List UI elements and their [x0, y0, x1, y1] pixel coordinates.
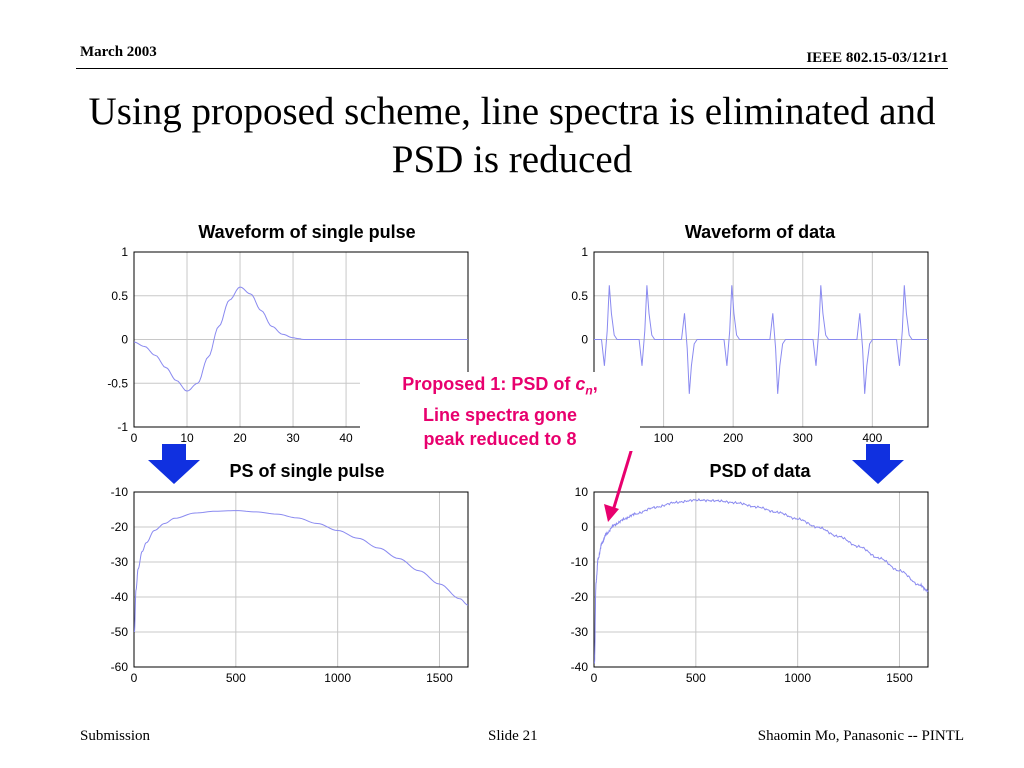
- y-tick-label: -20: [571, 590, 589, 604]
- y-tick-label: -10: [111, 485, 129, 499]
- y-tick-label: -20: [111, 520, 129, 534]
- chart-single-pulse-ps: 0 500 1000 1500 -10 -20 -30 -40 -50 -60: [111, 485, 469, 685]
- y-tick-label: 0.5: [111, 289, 128, 303]
- header-date: March 2003: [80, 44, 157, 60]
- chart-data-waveform: 100 200 300 400 1 0.5 0: [571, 245, 929, 445]
- y-tick-label: 0.5: [571, 289, 588, 303]
- x-tick-label: 20: [233, 431, 247, 445]
- x-tick-label: 10: [180, 431, 194, 445]
- down-arrow-icon-left: [148, 444, 200, 484]
- slide-title: Using proposed scheme, line spectra is e…: [88, 90, 936, 181]
- y-tick-label: -1: [117, 420, 128, 434]
- footer-submission: Submission: [80, 728, 151, 744]
- x-tick-label: 0: [131, 431, 138, 445]
- series-line: [593, 497, 929, 664]
- annotation-line-3: peak reduced to 8: [423, 428, 577, 449]
- x-tick-label: 0: [131, 671, 138, 685]
- header-divider: [76, 68, 948, 69]
- header-doc-id: IEEE 802.15-03/121r1: [806, 50, 948, 66]
- y-tick-label: -60: [111, 660, 129, 674]
- x-tick-label: 40: [339, 431, 353, 445]
- y-tick-label: 10: [575, 485, 589, 499]
- axes-frame: [133, 491, 469, 668]
- chart-title-single-pulse-waveform: Waveform of single pulse: [198, 222, 416, 242]
- chart-title-single-pulse-ps: PS of single pulse: [229, 461, 385, 481]
- y-tick-label: -50: [111, 625, 129, 639]
- x-tick-label: 0: [591, 671, 598, 685]
- variable-subscript-n: n: [585, 383, 593, 398]
- y-tick-label: -10: [571, 555, 589, 569]
- chart-title-data-waveform: Waveform of data: [684, 222, 836, 242]
- series-line: [133, 286, 468, 392]
- series-line: [133, 510, 469, 633]
- x-tick-label: 400: [862, 431, 882, 445]
- annotation-text: Proposed 1: PSD of cn, Line spectra gone…: [360, 372, 640, 451]
- y-tick-label: -0.5: [107, 376, 128, 390]
- annotation-line-1: Proposed 1: PSD of cn,: [402, 374, 598, 398]
- y-tick-label: -30: [571, 625, 589, 639]
- x-tick-label: 1500: [426, 671, 453, 685]
- x-tick-label: 500: [226, 671, 246, 685]
- x-tick-label: 200: [723, 431, 743, 445]
- x-tick-label: 30: [286, 431, 300, 445]
- chart-data-psd: 0 500 1000 1500 10 0 -10 -20 -30 -40: [571, 485, 929, 685]
- series-line: [594, 285, 928, 394]
- chart-title-data-psd: PSD of data: [709, 461, 811, 481]
- footer-slide-number: Slide 21: [488, 728, 538, 744]
- y-tick-label: 1: [121, 245, 128, 259]
- x-tick-label: 1000: [324, 671, 351, 685]
- x-tick-label: 1500: [886, 671, 913, 685]
- y-tick-label: -30: [111, 555, 129, 569]
- x-tick-label: 100: [654, 431, 674, 445]
- y-tick-label: 1: [581, 245, 588, 259]
- axes-frame: [593, 491, 929, 668]
- y-tick-label: 0: [121, 333, 128, 347]
- annotation-line-2: Line spectra gone: [422, 404, 578, 425]
- x-tick-label: 500: [686, 671, 706, 685]
- footer-author: Shaomin Mo, Panasonic -- PINTL: [757, 728, 964, 744]
- y-tick-label: -40: [111, 590, 129, 604]
- y-tick-label: -40: [571, 660, 589, 674]
- x-tick-label: 1000: [784, 671, 811, 685]
- down-arrow-icon-right: [852, 444, 904, 484]
- variable-c: c: [575, 374, 586, 394]
- y-tick-label: 0: [581, 333, 588, 347]
- x-tick-label: 300: [793, 431, 813, 445]
- y-tick-label: 0: [581, 520, 588, 534]
